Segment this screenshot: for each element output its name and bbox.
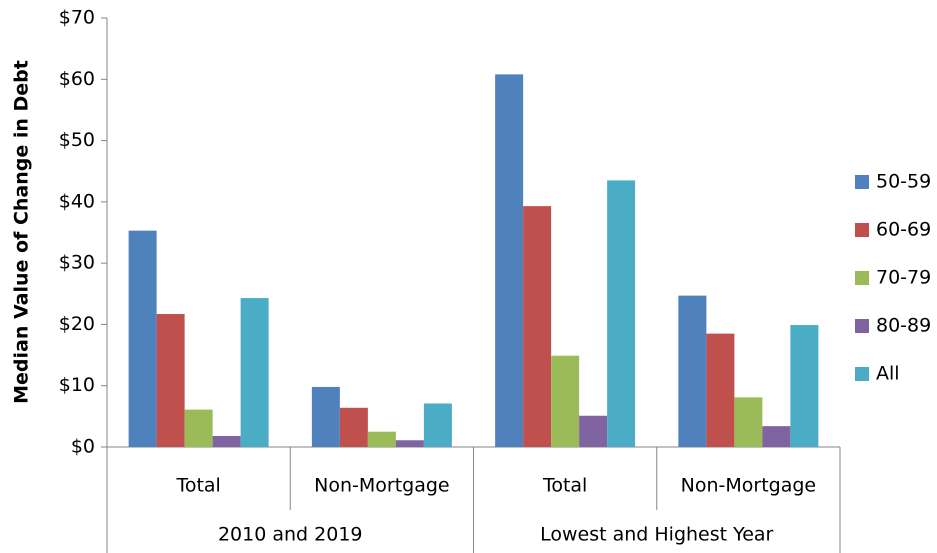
bar: [184, 409, 213, 447]
x-tick-label: Total: [175, 475, 220, 497]
bar: [790, 325, 819, 447]
bar: [495, 74, 524, 447]
y-axis-label: Median Value of Change in Debt: [11, 60, 33, 404]
legend-label: 50-59: [876, 171, 931, 193]
legend-swatch: [855, 175, 869, 189]
y-tick-label: $60: [59, 68, 95, 90]
x-tick-label: Non-Mortgage: [314, 475, 449, 497]
x-tick-label: Total: [542, 475, 587, 497]
legend-label: 70-79: [876, 267, 931, 289]
bar: [240, 298, 269, 447]
bar: [678, 295, 707, 447]
bar: [156, 314, 185, 447]
bar: [423, 403, 452, 447]
y-tick-label: $30: [59, 252, 95, 274]
legend-label: 60-69: [876, 219, 931, 241]
bar: [762, 426, 791, 447]
legend-swatch: [855, 271, 869, 285]
group-label: 2010 and 2019: [218, 524, 363, 546]
legend-label: All: [876, 363, 900, 385]
y-tick-label: $40: [59, 190, 95, 212]
bar: [551, 355, 580, 447]
y-tick-label: $10: [59, 374, 95, 396]
bar: [311, 386, 340, 447]
legend-swatch: [855, 319, 869, 333]
bar: [579, 415, 608, 447]
bar: [607, 180, 636, 447]
x-tick-label: Non-Mortgage: [681, 475, 816, 497]
bar: [523, 206, 552, 447]
bar: [339, 407, 368, 447]
bar: [212, 435, 241, 447]
bar: [706, 333, 735, 447]
y-tick-label: $70: [59, 7, 95, 29]
y-tick-label: $20: [59, 313, 95, 335]
legend-label: 80-89: [876, 315, 931, 337]
legend-swatch: [855, 367, 869, 381]
y-tick-label: $0: [71, 436, 95, 458]
legend-swatch: [855, 223, 869, 237]
y-tick-label: $50: [59, 129, 95, 151]
group-label: Lowest and Highest Year: [540, 524, 773, 546]
bar: [734, 397, 763, 447]
bar: [367, 431, 396, 447]
bar: [128, 230, 157, 447]
bar: [395, 440, 424, 447]
